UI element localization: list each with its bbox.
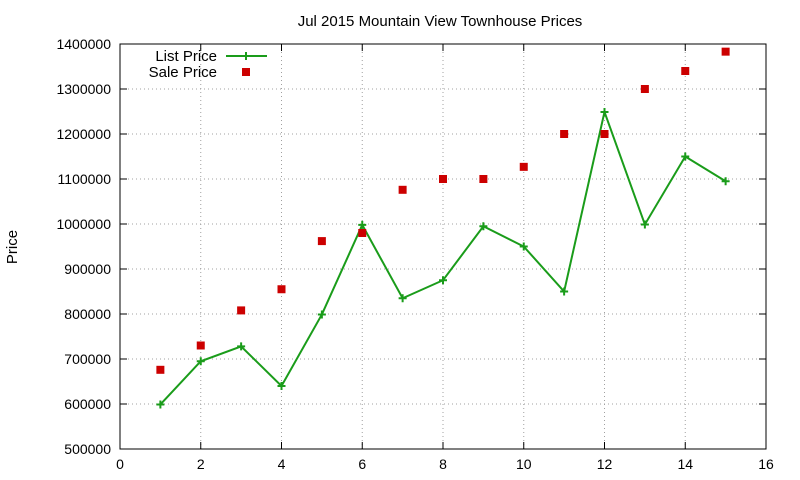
list-price-point [156, 400, 165, 409]
sale-price-point [560, 130, 569, 138]
list-price-point [398, 294, 407, 303]
sale-price-point [398, 185, 407, 194]
sale-price-point [519, 162, 528, 171]
list-price-point [317, 310, 326, 319]
y-tick-label: 700000 [64, 351, 111, 367]
x-tick-label: 2 [197, 456, 205, 472]
sale-price-point [681, 67, 690, 75]
sale-price-point [196, 341, 205, 350]
y-tick-label: 1100000 [58, 171, 112, 187]
sale-price-point [600, 130, 609, 138]
list-price-point [439, 276, 447, 285]
sale-price-point [479, 175, 488, 183]
sale-price-point [277, 285, 286, 294]
x-tick-label: 10 [516, 456, 532, 472]
y-tick-label: 1000000 [56, 216, 111, 232]
list-price-point [519, 242, 528, 251]
list-price-point [600, 107, 609, 116]
chart-title: Jul 2015 Mountain View Townhouse Prices [298, 13, 583, 30]
x-tick-label: 6 [358, 456, 366, 472]
plot-frame [119, 43, 767, 450]
y-tick-label: 1300000 [56, 81, 111, 97]
list-price-point [358, 220, 367, 229]
legend-label-list-price: List Price [155, 48, 217, 65]
sale-price-point [358, 229, 367, 237]
sale-price-point [317, 237, 326, 246]
y-tick-label: 500000 [64, 441, 111, 457]
series-layer [156, 47, 730, 409]
list-price-point [479, 222, 488, 231]
list-price-point [721, 177, 730, 186]
y-tick-label: 800000 [64, 306, 111, 322]
list-price-point [681, 152, 690, 161]
x-tick-label: 4 [278, 456, 286, 472]
axis-ticks: 0 2 4 6 8 10 12 14 16 500000 600000 700000 800000 900… [56, 36, 774, 472]
sale-price-point [237, 306, 246, 315]
sale-price-point [640, 85, 649, 93]
x-tick-label: 12 [597, 456, 613, 472]
legend-swatch-list-price-marker [242, 52, 250, 60]
list-price-point [560, 287, 569, 296]
sale-price-point [156, 365, 165, 374]
legend-swatch-sale-price [242, 68, 250, 76]
sale-price-point [721, 47, 730, 56]
x-tick-label: 16 [758, 456, 774, 472]
y-tick-label: 1400000 [56, 36, 111, 52]
x-tick-label: 14 [677, 456, 693, 472]
list-price-point [237, 342, 246, 351]
list-price-point [196, 357, 205, 366]
legend-label-sale-price: Sale Price [149, 64, 217, 81]
y-tick-label: 600000 [64, 396, 111, 412]
y-axis-label: Price [4, 230, 21, 264]
list-price-point [277, 382, 286, 390]
list-price-point [640, 220, 649, 229]
y-tick-label: 900000 [64, 261, 111, 277]
x-tick-label: 8 [439, 456, 447, 472]
y-tick-label: 1200000 [56, 126, 111, 142]
sale-price-point [439, 175, 447, 183]
x-tick-label: 0 [116, 456, 124, 472]
grid-lines [120, 44, 766, 449]
